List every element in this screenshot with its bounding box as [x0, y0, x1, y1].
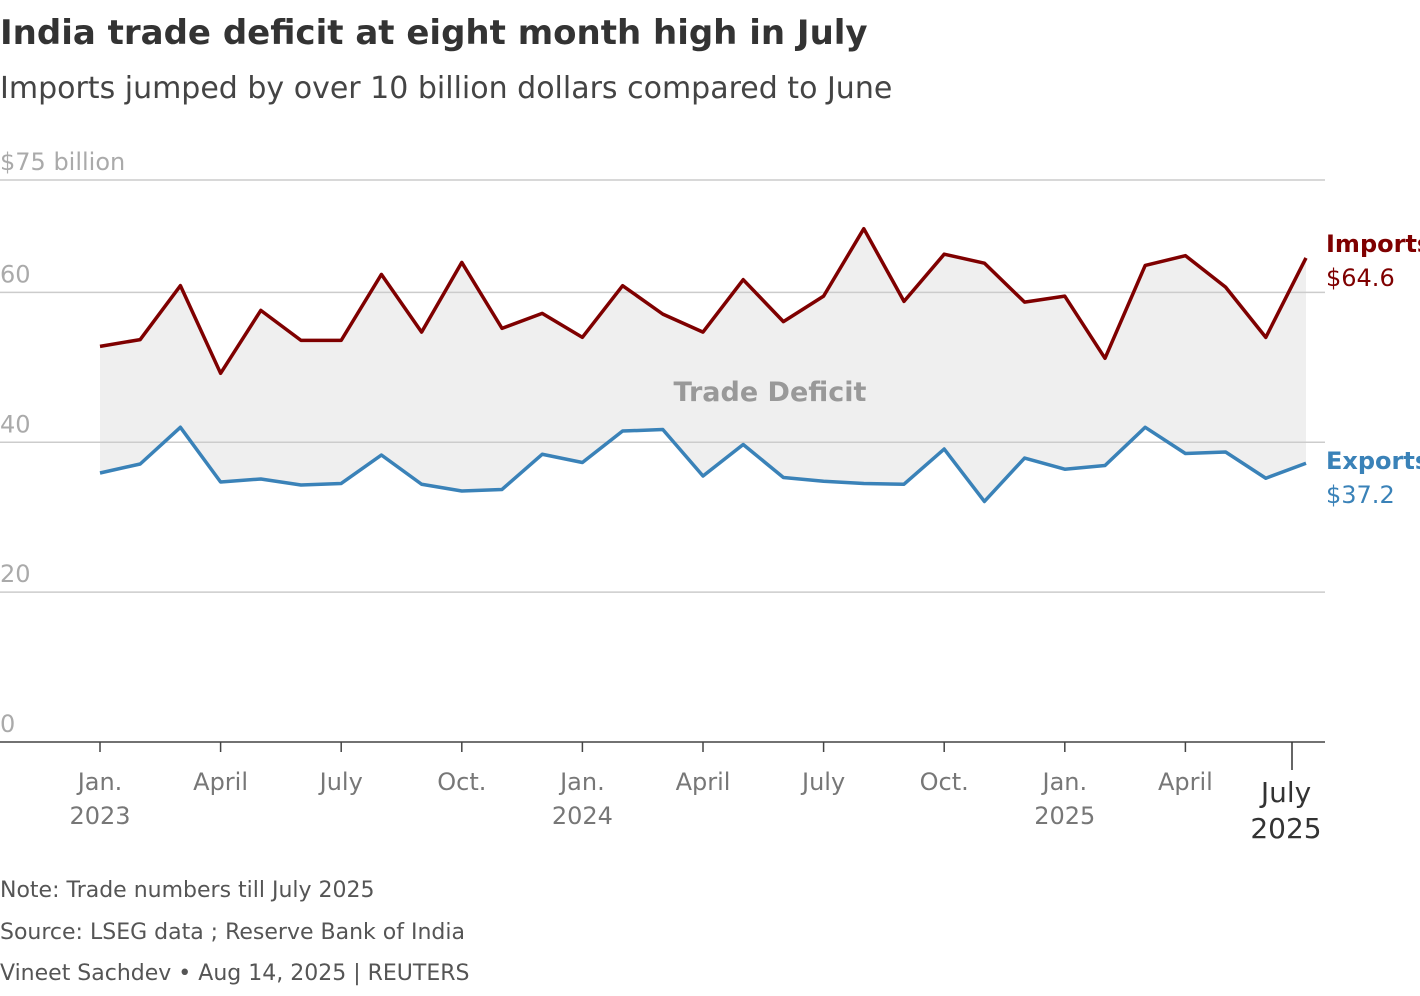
series-line [99, 226, 1308, 376]
area-layer [100, 228, 1306, 502]
y-tick-label: 0 [0, 710, 15, 738]
x-tick-label: Jan. 2025 [1034, 768, 1095, 830]
value-label: $37.2 [1326, 481, 1395, 509]
note: Note: Trade numbers till July 2025 [0, 878, 375, 903]
x-tick-label-line: July [1259, 776, 1311, 809]
y-tick-label: 40 [0, 410, 31, 438]
x-tick-label: July [318, 768, 363, 796]
byline: Vineet Sachdev • Aug 14, 2025 | REUTERS [0, 961, 469, 986]
legend-label: Exports [1326, 447, 1420, 475]
y-tick-label: 20 [0, 560, 31, 588]
x-tick-label-line: 2025 [1034, 802, 1095, 830]
x-tick-label: Jan. 2023 [69, 768, 130, 830]
x-tick-label: April [193, 768, 248, 796]
x-tick-label: July 2025 [1250, 776, 1321, 845]
x-tick-label: Jan. 2024 [552, 768, 613, 830]
marks-layer: Imports $64.6 Exports $37.2 [99, 226, 1420, 509]
value-label: $64.6 [1326, 264, 1395, 292]
x-tick-label: July [800, 768, 845, 796]
deficit-area [100, 228, 1306, 502]
chart-subtitle: Imports jumped by over 10 billion dollar… [0, 71, 892, 106]
y-tick-label: 60 [0, 260, 31, 288]
y-tick-label: $75 billion [0, 148, 125, 176]
x-tick-label-line: Jan. [76, 768, 123, 796]
x-tick-label-line: 2023 [69, 802, 130, 830]
annotation: Trade Deficit [674, 377, 867, 408]
x-tick-label-line: 2025 [1250, 812, 1321, 845]
x-tick-label: April [676, 768, 731, 796]
x-tick-label-line: 2024 [552, 802, 613, 830]
x-tick-label: Oct. [920, 768, 969, 796]
x-tick-label-line: Jan. [558, 768, 605, 796]
series-line [99, 425, 1307, 504]
chart-title: India trade deficit at eight month high … [0, 13, 868, 53]
x-tick-label: Oct. [437, 768, 486, 796]
legend-label: Imports [1326, 230, 1420, 258]
source: Source: LSEG data ; Reserve Bank of Indi… [0, 920, 465, 945]
x-tick-label: April [1158, 768, 1213, 796]
grid-layer: 0 20 40 60 $75 billion Jan. 2023 April July Oct. J… [0, 148, 1325, 845]
x-tick-label-line: Jan. [1040, 768, 1087, 796]
